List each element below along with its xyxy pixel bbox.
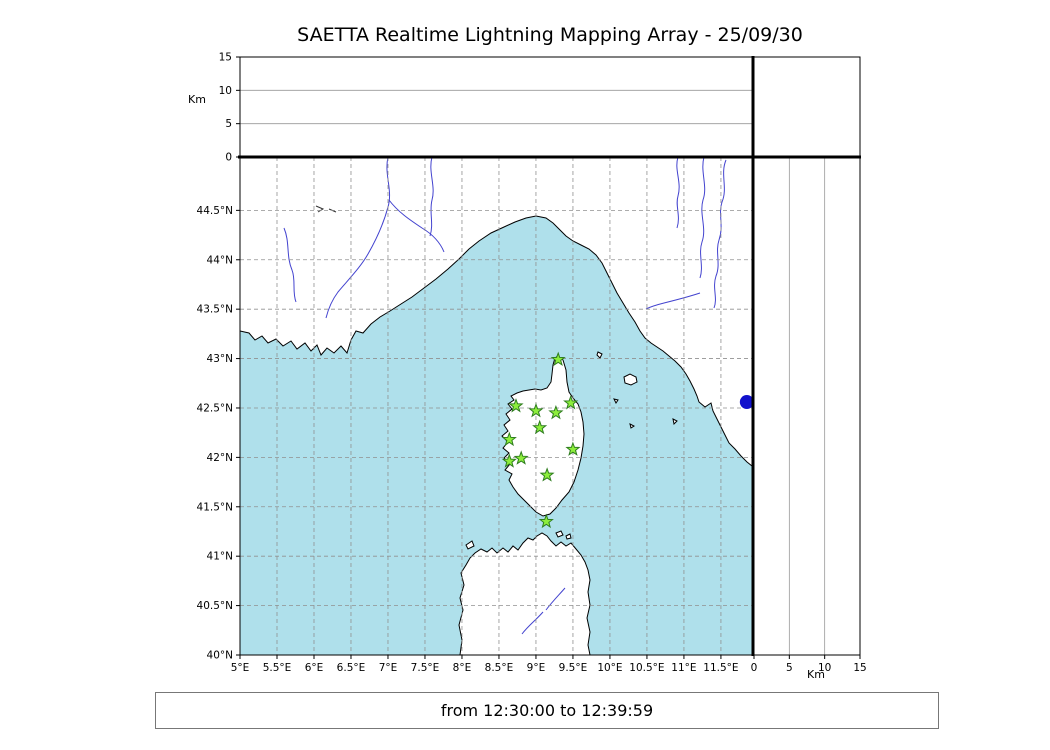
altitude-axis-label: Km <box>807 668 825 681</box>
island-corsica <box>501 355 585 517</box>
station-marker <box>513 450 529 465</box>
station-marker <box>501 431 517 447</box>
panel-frames-layer <box>236 56 861 659</box>
river <box>429 157 434 237</box>
island-maddalena-2 <box>565 533 572 540</box>
island-montecristo <box>629 423 635 429</box>
altitude-axis-label: Km <box>188 93 206 106</box>
land-layer <box>240 157 752 655</box>
terrain-mark <box>315 205 325 213</box>
lon-tick-label: 10.5°E <box>629 662 664 674</box>
island-sardinia <box>458 532 591 655</box>
station-marker <box>501 453 517 468</box>
lon-tick-label: 9°E <box>527 662 546 674</box>
lon-tick-label: 10°E <box>597 662 622 674</box>
station-marker <box>538 513 554 529</box>
axis-labels-layer: 5°E 5.5°E 6°E 6.5°E 7°E 7.5°E 8°E 8.5°E 9°E 9.5°E… <box>188 52 867 682</box>
river <box>521 611 544 635</box>
island-maddalena-1 <box>555 530 564 538</box>
station-marker <box>565 441 581 456</box>
station-marker <box>539 467 555 482</box>
lat-tick-label: 40.5°N <box>197 600 233 612</box>
lon-tick-label: 9.5°E <box>559 662 588 674</box>
island-giglio <box>672 418 678 426</box>
lat-tick-label: 44°N <box>207 254 233 266</box>
lat-tick-label: 43.5°N <box>197 304 233 316</box>
station-marker <box>528 402 544 418</box>
altitude-tick-label: 0 <box>751 662 758 674</box>
altitude-tick-label: 10 <box>818 662 831 674</box>
altitude-tick-label: 0 <box>225 152 232 164</box>
panel-border <box>239 56 753 158</box>
altitude-tick-label: 10 <box>219 85 232 97</box>
island-pianosa <box>613 398 619 404</box>
river <box>699 157 706 279</box>
lon-tick-label: 7.5°E <box>411 662 440 674</box>
lat-tick-label: 44.5°N <box>197 205 233 217</box>
altitude-tick-label: 5 <box>225 118 232 130</box>
panel-border <box>753 56 861 158</box>
panel-border <box>753 156 861 656</box>
markers-layer <box>501 351 752 529</box>
river <box>388 199 445 253</box>
buoy-marker <box>739 395 752 410</box>
coastline-mainland-france-italy <box>240 157 752 467</box>
river <box>713 159 727 309</box>
island-capraia <box>596 351 603 359</box>
river <box>676 157 680 229</box>
lat-tick-label: 42.5°N <box>197 402 233 414</box>
station-marker <box>508 398 524 413</box>
station-marker <box>532 419 548 435</box>
altitude-tick-label: 5 <box>786 662 793 674</box>
altitude-tick-label: 15 <box>853 662 866 674</box>
status-bar: from 12:30:00 to 12:39:59 <box>155 692 939 729</box>
lon-tick-label: 6°E <box>305 662 324 674</box>
river <box>283 227 297 303</box>
river <box>325 157 391 319</box>
altitude-tick-label: 15 <box>219 52 232 64</box>
lon-tick-label: 7°E <box>379 662 398 674</box>
island-asinara <box>465 540 475 550</box>
lat-tick-label: 41.5°N <box>197 501 233 513</box>
station-marker <box>550 351 566 366</box>
lon-tick-label: 6.5°E <box>337 662 366 674</box>
lat-tick-label: 40°N <box>207 650 233 662</box>
chart-title: SAETTA Realtime Lightning Mapping Array … <box>297 24 803 46</box>
river <box>545 587 566 611</box>
status-text: from 12:30:00 to 12:39:59 <box>440 701 654 720</box>
lon-tick-label: 8.5°E <box>485 662 514 674</box>
rivers-layer <box>283 157 727 635</box>
island-elba <box>623 373 638 386</box>
lon-tick-label: 8°E <box>453 662 472 674</box>
lon-tick-label: 5.5°E <box>263 662 292 674</box>
station-marker <box>548 404 564 420</box>
lon-tick-label: 11.5°E <box>703 662 738 674</box>
lat-tick-label: 41°N <box>207 551 233 563</box>
lon-tick-label: 11°E <box>671 662 696 674</box>
station-marker <box>563 395 579 410</box>
lon-tick-label: 5°E <box>231 662 250 674</box>
river <box>645 292 701 310</box>
lat-tick-label: 43°N <box>207 353 233 365</box>
lat-tick-label: 42°N <box>207 452 233 464</box>
